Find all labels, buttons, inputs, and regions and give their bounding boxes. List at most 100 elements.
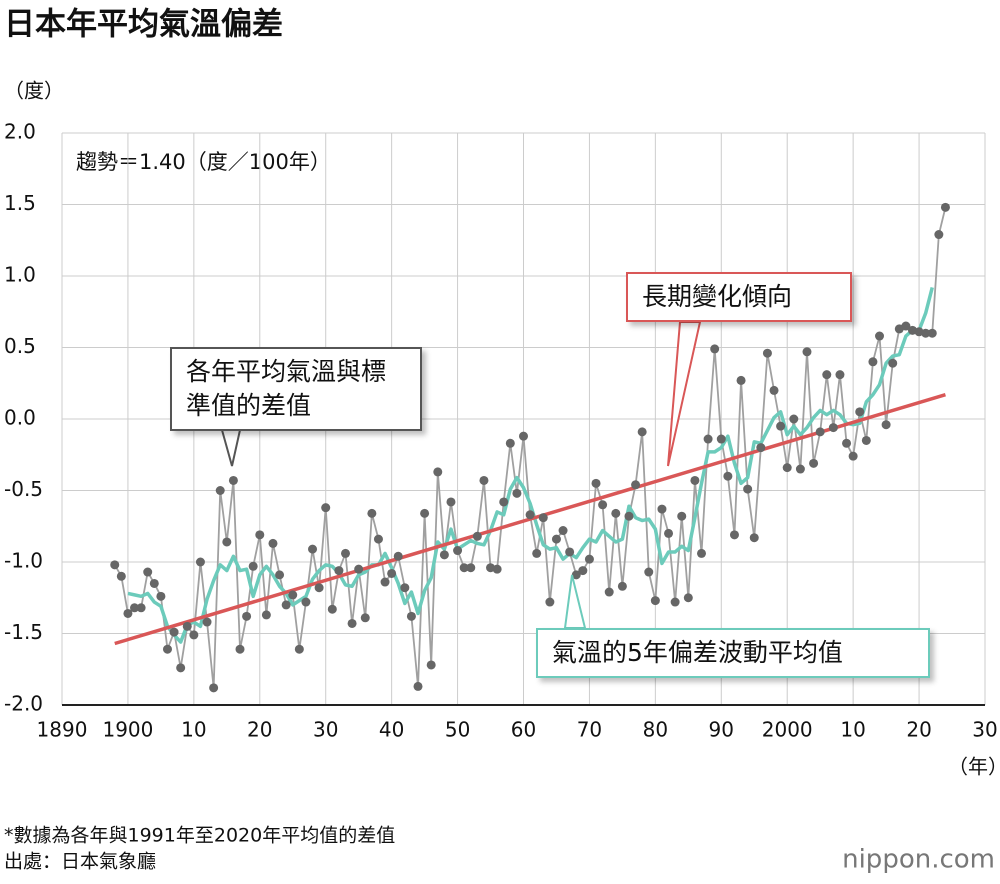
data-point — [195, 557, 205, 567]
data-point — [828, 423, 838, 433]
plot — [110, 202, 950, 693]
data-point — [453, 546, 463, 556]
source: 出處：日本氣象廳 — [4, 851, 156, 873]
data-point — [782, 463, 792, 473]
data-point — [334, 566, 344, 576]
trend-callout: 長期變化傾向 — [626, 272, 852, 322]
data-point — [749, 533, 759, 543]
data-point — [426, 660, 436, 670]
data-point — [413, 681, 423, 691]
x-tick-label: 1900 — [102, 718, 153, 742]
data-point — [209, 683, 219, 693]
data-point — [499, 497, 509, 507]
x-tick-label: 50 — [445, 718, 470, 742]
data-point — [176, 663, 186, 673]
note: *數據為各年與1991年至2020年平均值的差值 — [4, 825, 395, 847]
data-point — [802, 347, 812, 357]
data-point — [222, 537, 232, 547]
data-point — [143, 567, 153, 577]
data-point — [466, 563, 476, 573]
data-point — [123, 608, 133, 618]
data-point — [940, 202, 950, 212]
data-point — [703, 434, 713, 444]
brand-logo: nippon.com — [842, 845, 995, 875]
grid: -2.0 -1.5 -1.0 -0.5 0.0 0.5 1.0 1.5 2.0 1890 1900 1… — [4, 120, 998, 742]
x-tick-label: 90 — [709, 718, 734, 742]
data-point — [551, 534, 561, 544]
data-point — [664, 528, 674, 538]
data-point — [525, 510, 535, 520]
data-point — [617, 581, 627, 591]
data-point — [558, 526, 568, 536]
data-point — [130, 603, 140, 613]
data-point — [598, 500, 608, 510]
data-point — [624, 511, 634, 521]
data-point — [657, 504, 667, 514]
data-point — [459, 563, 469, 573]
data-point — [301, 597, 311, 607]
chart-title: 日本年平均氣溫偏差 — [4, 7, 283, 43]
data-point — [327, 604, 337, 614]
data-point — [314, 583, 324, 593]
callout-pointer — [667, 321, 702, 467]
data-point — [294, 644, 304, 654]
y-tick-label: -1.5 — [4, 620, 43, 644]
data-point — [776, 421, 786, 431]
data-point — [644, 567, 654, 577]
data-point — [855, 407, 865, 417]
data-point — [611, 508, 621, 518]
data-point — [446, 497, 456, 507]
data-point — [795, 464, 805, 474]
data-point — [921, 328, 931, 338]
data-point — [769, 385, 779, 395]
data-point — [927, 328, 937, 338]
data-point — [420, 508, 430, 518]
x-tick-label: 30 — [972, 718, 997, 742]
data-point — [162, 644, 172, 654]
data-point — [822, 370, 832, 380]
data-point — [842, 438, 852, 448]
x-tick-label: 2000 — [762, 718, 813, 742]
data-point — [136, 603, 146, 613]
data-point — [716, 434, 726, 444]
data-point — [308, 544, 318, 554]
data-point — [809, 458, 819, 468]
data-point — [189, 630, 199, 640]
data-point — [683, 593, 693, 603]
x-tick-label: 80 — [643, 718, 668, 742]
data-point — [677, 511, 687, 521]
data-point — [472, 531, 482, 541]
data-point — [380, 577, 390, 587]
data-point — [439, 550, 449, 560]
x-tick-label: 20 — [247, 718, 272, 742]
data-point — [868, 357, 878, 367]
data-point — [591, 478, 601, 488]
data-point — [367, 508, 377, 518]
data-point — [387, 568, 397, 578]
data-point — [637, 427, 647, 437]
data-point — [182, 621, 192, 631]
y-tick-label: -0.5 — [4, 477, 43, 501]
data-point — [215, 486, 225, 495]
data-point — [228, 475, 238, 485]
data-point — [901, 321, 911, 331]
data-point — [571, 570, 581, 580]
data-point — [169, 627, 179, 637]
data-point — [532, 548, 542, 558]
data-point — [565, 547, 575, 557]
x-tick-label: 40 — [379, 718, 404, 742]
data-point — [650, 596, 660, 606]
data-point — [492, 564, 502, 574]
data-point — [156, 591, 166, 601]
data-point — [756, 443, 766, 453]
data-point — [743, 484, 753, 494]
moving-average-callout: 氣溫的5年偏差波動平均值 — [536, 628, 930, 678]
data-point — [881, 420, 891, 430]
x-tick-label: 70 — [577, 718, 602, 742]
data-point — [479, 475, 489, 485]
data-point — [110, 560, 120, 570]
data-point — [354, 564, 364, 574]
data-point — [505, 438, 515, 448]
